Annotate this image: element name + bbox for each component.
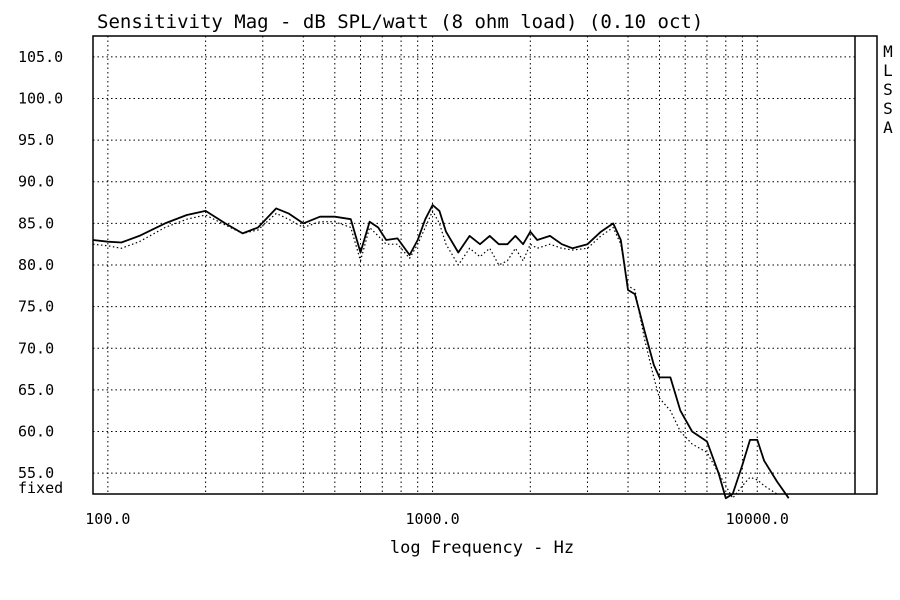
side-label-letter: S [883,80,893,99]
x-axis-label: log Frequency - Hz [390,538,574,558]
side-label-letter: S [883,99,893,118]
y-tick-label: 65.0 [18,381,54,399]
y-tick-labels: 105.0 100.0 95.0 90.0 85.0 80.0 75.0 70.0 65.0 60… [18,48,63,482]
series-line-solid [92,204,790,500]
series-line-dotted [92,210,778,499]
y-tick-label: 75.0 [18,298,54,316]
y-tick-label: 60.0 [18,423,54,441]
chart-title: Sensitivity Mag - dB SPL/watt (8 ohm loa… [97,11,703,33]
x-tick-labels: 100.0 1000.0 10000.0 [85,510,789,528]
y-tick-label: 105.0 [18,48,63,66]
y-tick-label: 100.0 [18,89,63,107]
x-tick-label: 1000.0 [405,510,459,528]
side-label-letter: L [883,61,893,80]
y-tick-label: 85.0 [18,214,54,232]
side-label-letter: M [883,42,893,61]
x-tick-label: 100.0 [85,510,130,528]
grid [93,56,855,474]
y-bottom-label: fixed [18,479,63,497]
plot-frame [92,35,878,495]
y-tick-label: 80.0 [18,256,54,274]
x-tick-label: 10000.0 [726,510,789,528]
side-label-letter: A [883,118,893,137]
series-group [92,204,790,500]
y-tick-label: 55.0 [18,464,54,482]
x-grid [92,36,856,494]
y-tick-label: 90.0 [18,173,54,191]
y-tick-label: 70.0 [18,339,54,357]
y-tick-label: 95.0 [18,131,54,149]
